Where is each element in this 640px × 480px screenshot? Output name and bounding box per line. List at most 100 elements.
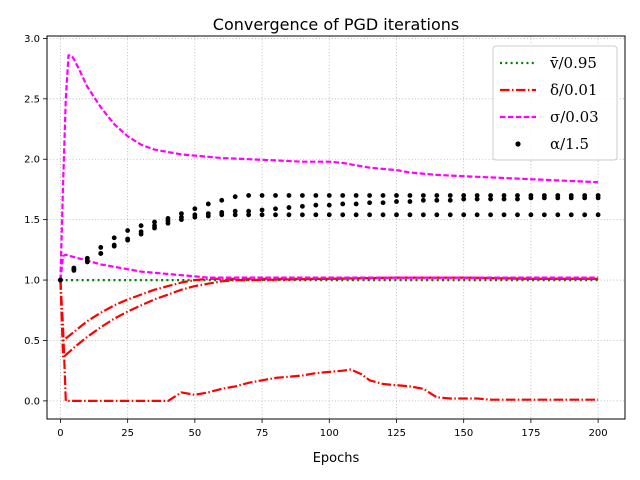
alpha-point [380, 212, 386, 218]
x-tick-label: 125 [387, 428, 406, 439]
alpha-point [353, 212, 359, 218]
alpha-point [313, 212, 319, 218]
chart-title: Convergence of PGD iterations [213, 15, 459, 34]
alpha-point [259, 207, 265, 213]
alpha-point [299, 212, 305, 218]
alpha-point [125, 237, 131, 243]
alpha-point [259, 193, 265, 198]
alpha-point [313, 202, 319, 208]
alpha-point [286, 193, 292, 198]
alpha-point [353, 201, 359, 207]
alpha-point [501, 212, 507, 218]
delta-line [59, 276, 599, 359]
alpha-point [447, 193, 453, 198]
delta-line [59, 280, 599, 402]
alpha-point [98, 245, 104, 250]
alpha-point [434, 193, 440, 198]
alpha-point [326, 202, 332, 208]
alpha-point [447, 212, 453, 218]
alpha-point [394, 212, 399, 218]
y-tick-label: 1.0 [24, 276, 40, 287]
alpha-point [273, 206, 278, 212]
alpha-point [461, 196, 467, 202]
alpha-point [299, 203, 305, 209]
x-tick-label: 200 [589, 428, 608, 439]
alpha-point [407, 193, 413, 198]
alpha-point [488, 212, 493, 218]
y-tick-label: 1.5 [24, 215, 40, 226]
alpha-point [541, 212, 547, 218]
alpha-point [420, 212, 426, 218]
alpha-point [582, 195, 588, 201]
delta-line [59, 276, 599, 342]
alpha-point [488, 196, 493, 202]
legend-label: σ/0.03 [550, 108, 599, 126]
alpha-point [205, 201, 211, 207]
alpha-point [394, 193, 399, 198]
legend-label: δ/0.01 [550, 81, 597, 99]
alpha-point [125, 228, 131, 233]
y-tick-label: 3.0 [24, 34, 40, 45]
y-tick-label: 0.5 [24, 336, 40, 347]
alpha-point [474, 193, 480, 198]
legend-label: α/1.5 [550, 135, 589, 153]
x-tick-label: 175 [521, 428, 540, 439]
alpha-point [273, 212, 278, 218]
alpha-point [84, 258, 90, 264]
alpha-point [98, 251, 104, 256]
alpha-point [340, 212, 346, 218]
y-tick-label: 2.0 [24, 155, 40, 166]
alpha-point [568, 212, 574, 218]
alpha-point [192, 206, 198, 212]
alpha-point [434, 197, 440, 203]
alpha-point [232, 208, 238, 214]
alpha-point [434, 212, 440, 218]
alpha-point [71, 266, 77, 272]
alpha-point [353, 193, 359, 198]
alpha-point [407, 212, 413, 218]
alpha-point [420, 193, 426, 198]
x-axis-label: Epochs [313, 451, 360, 466]
alpha-point [340, 193, 346, 198]
alpha-point [595, 195, 601, 201]
x-tick-label: 75 [256, 428, 269, 439]
alpha-point [568, 195, 574, 201]
alpha-point [474, 196, 480, 202]
alpha-point [165, 220, 171, 226]
alpha-point [488, 193, 493, 198]
legend-box [492, 45, 618, 161]
alpha-point [286, 212, 292, 218]
alpha-point [273, 193, 278, 198]
alpha-point [367, 200, 373, 206]
alpha-point [367, 212, 373, 218]
alpha-point [152, 219, 157, 225]
sigma-line [59, 54, 599, 281]
alpha-point [58, 277, 63, 283]
alpha-point [515, 196, 520, 202]
alpha-point [299, 193, 305, 198]
alpha-point [555, 212, 561, 218]
alpha-point [205, 213, 211, 219]
alpha-point [501, 196, 507, 202]
alpha-point [367, 193, 373, 198]
alpha-point [501, 193, 507, 198]
alpha-point [595, 212, 601, 218]
alpha-point [246, 193, 252, 198]
x-tick-label: 25 [121, 428, 134, 439]
alpha-point [152, 225, 157, 231]
alpha-point [474, 212, 480, 218]
alpha-point [219, 212, 225, 218]
alpha-point [232, 194, 238, 200]
legend-label: v̄/0.95 [549, 54, 597, 72]
x-tick-label: 100 [320, 428, 339, 439]
alpha-point [528, 212, 534, 218]
alpha-point [447, 197, 453, 203]
x-tick-label: 150 [454, 428, 473, 439]
alpha-point [515, 212, 520, 218]
alpha-point [179, 211, 184, 217]
alpha-point [461, 193, 467, 198]
series-layer [58, 54, 601, 402]
alpha-point [515, 193, 520, 198]
alpha-point [313, 193, 319, 198]
alpha-point [380, 200, 386, 206]
